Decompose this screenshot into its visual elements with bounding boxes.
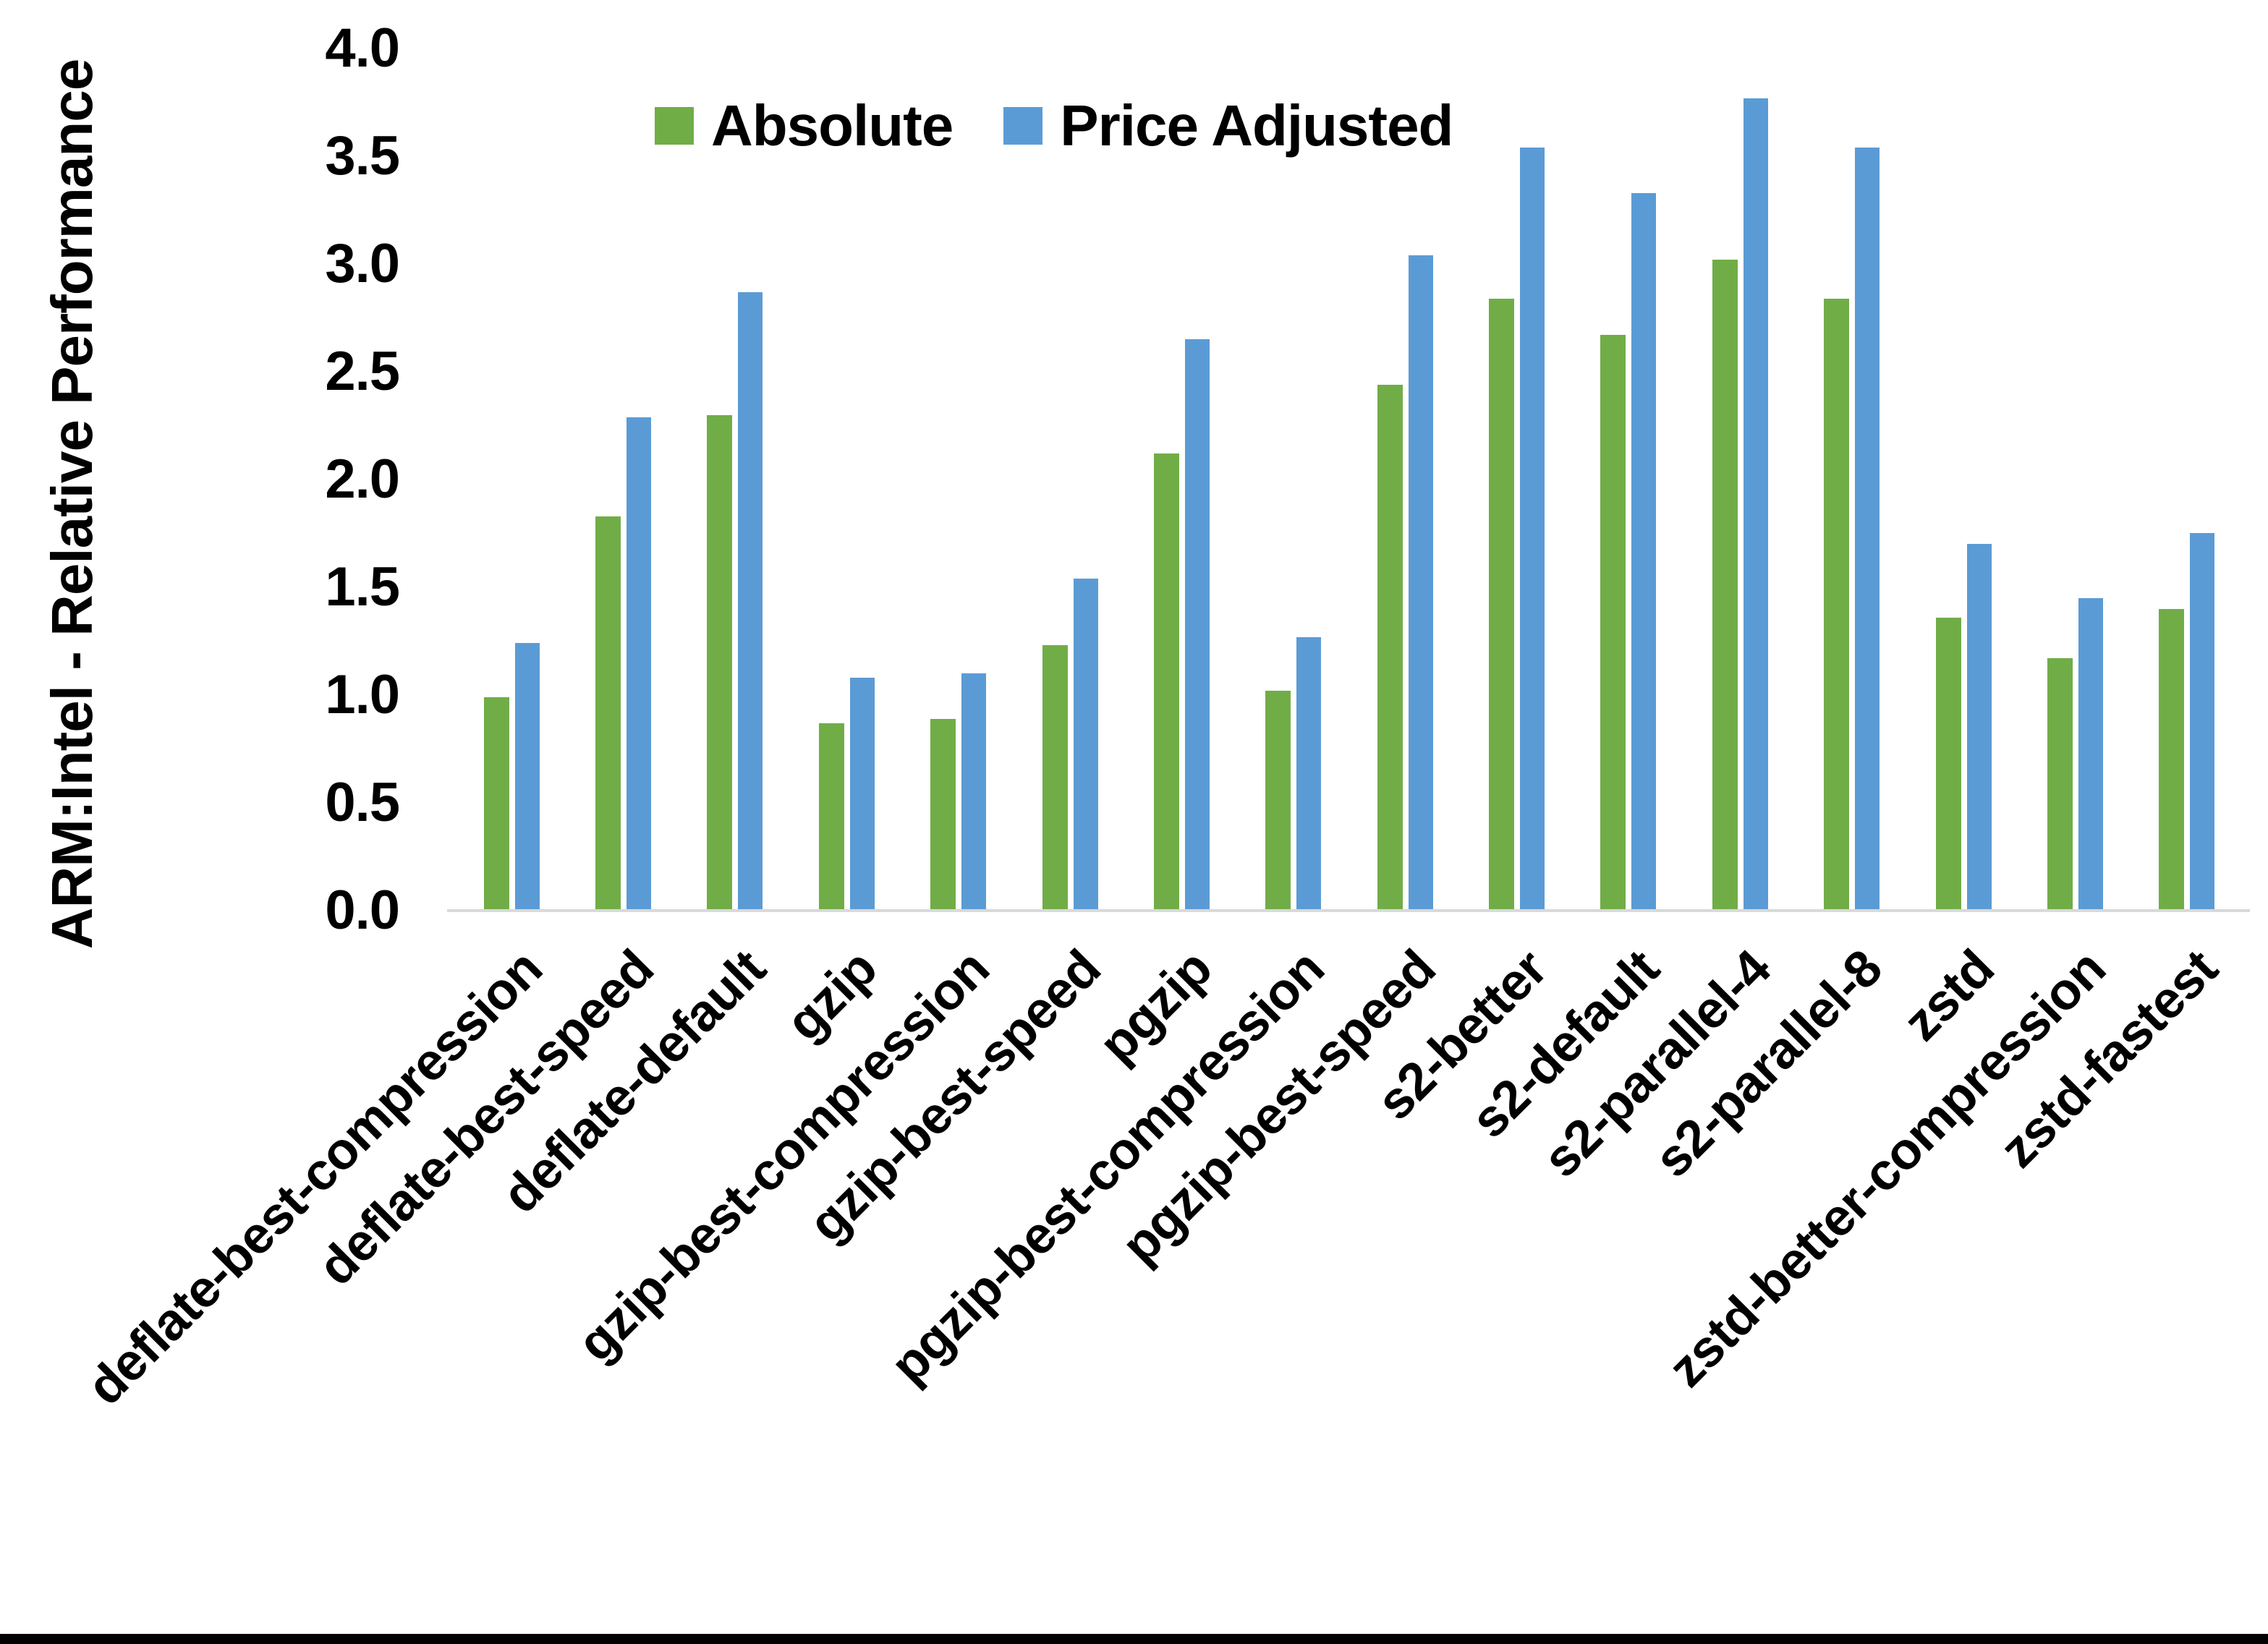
legend-item-absolute: Absolute [655, 93, 954, 159]
bar-group [1238, 48, 1349, 911]
bar-absolute [595, 516, 621, 911]
bar-group [1461, 48, 1572, 911]
bar-absolute [1377, 385, 1403, 911]
bar-price-adjusted [849, 678, 875, 911]
bar-price-adjusted [2078, 598, 2103, 911]
bar-price-adjusted [1743, 98, 1768, 911]
bar-absolute [483, 697, 509, 911]
bar-absolute [1935, 618, 1961, 911]
bar-price-adjusted [1966, 544, 1992, 911]
bar-price-adjusted [1073, 579, 1098, 911]
bar-price-adjusted [514, 643, 540, 911]
bar-absolute [1265, 691, 1291, 911]
y-tick-label: 4.0 [325, 17, 400, 79]
bar-price-adjusted [1855, 148, 1880, 911]
legend: Absolute Price Adjusted [655, 93, 1453, 159]
bar-group [456, 48, 567, 911]
category-label: deflate-best-compression [76, 939, 553, 1416]
bar-price-adjusted [2190, 533, 2215, 911]
legend-label-price-adjusted: Price Adjusted [1060, 93, 1453, 158]
bar-group [1573, 48, 1684, 911]
bar-price-adjusted [1408, 255, 1433, 911]
y-tick-label: 1.0 [325, 664, 400, 725]
bar-price-adjusted [1631, 193, 1657, 911]
bar-price-adjusted [1296, 637, 1322, 911]
bar-price-adjusted [738, 292, 763, 911]
y-tick-label: 2.5 [325, 341, 400, 402]
bar-group [791, 48, 902, 911]
y-axis-title: ARM:Intel - Relative Performance [40, 59, 104, 950]
bar-absolute [930, 719, 956, 911]
legend-swatch-price-adjusted-icon [1003, 107, 1043, 145]
bar-price-adjusted [1520, 148, 1545, 911]
bar-absolute [2159, 609, 2185, 911]
bar-absolute [1489, 299, 1515, 911]
bar-absolute [818, 723, 844, 911]
bar-group [1908, 48, 2019, 911]
bar-group [1126, 48, 1237, 911]
bar-group [679, 48, 791, 911]
bar-absolute [1153, 453, 1179, 911]
bar-group [1684, 48, 1796, 911]
bar-absolute [1600, 335, 1626, 911]
bar-group [567, 48, 679, 911]
y-tick-label: 0.5 [325, 772, 400, 833]
bar-group [2131, 48, 2243, 911]
bar-group [1349, 48, 1461, 911]
bar-absolute [1042, 645, 1068, 911]
x-axis-line [447, 909, 2250, 912]
y-tick-label: 1.5 [325, 556, 400, 618]
bar-price-adjusted [1184, 339, 1210, 911]
y-tick-label: 3.5 [325, 125, 400, 187]
legend-label-absolute: Absolute [711, 93, 954, 158]
bars-row [456, 48, 2243, 911]
legend-item-price-adjusted: Price Adjusted [1003, 93, 1453, 159]
y-tick-label: 2.0 [325, 448, 400, 510]
bottom-border [0, 1634, 2268, 1644]
bar-absolute [2047, 658, 2073, 911]
bar-price-adjusted [961, 673, 987, 911]
y-tick-label: 0.0 [325, 880, 400, 941]
legend-swatch-absolute-icon [655, 107, 694, 145]
bar-group [2019, 48, 2131, 911]
y-tick-label: 3.0 [325, 233, 400, 294]
bar-group [903, 48, 1014, 911]
bar-price-adjusted [627, 417, 652, 911]
bar-absolute [707, 415, 733, 911]
bar-group [1796, 48, 1908, 911]
bar-group [1014, 48, 1126, 911]
bar-absolute [1824, 299, 1850, 911]
bar-absolute [1712, 260, 1738, 911]
plot-area [456, 48, 2243, 911]
